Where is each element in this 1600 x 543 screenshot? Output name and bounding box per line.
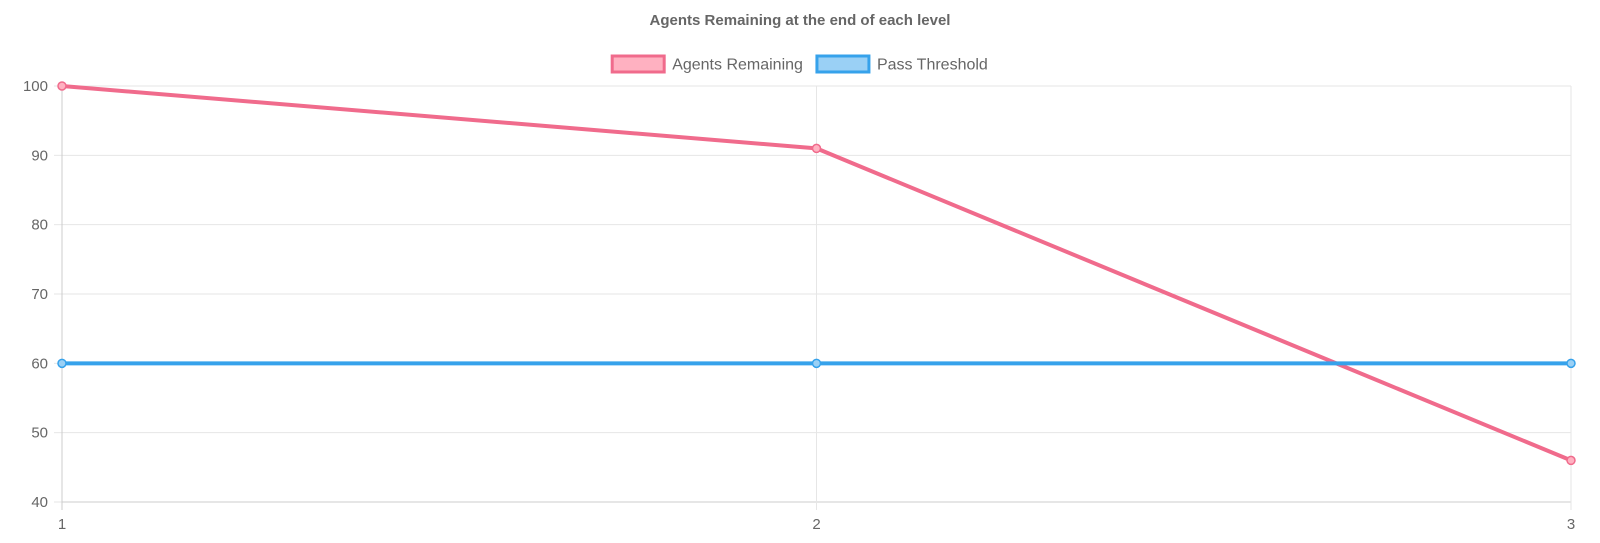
legend-item[interactable]: Agents Remaining [610, 54, 803, 74]
y-tick-label: 40 [31, 494, 48, 511]
data-point [57, 358, 67, 369]
x-tick-label: 1 [58, 516, 66, 533]
legend-swatch [610, 54, 666, 74]
legend-label: Pass Threshold [877, 57, 988, 74]
y-tick-label: 60 [31, 355, 48, 372]
data-point [57, 81, 67, 91]
y-tick-label: 90 [31, 147, 48, 164]
y-tick-label: 100 [23, 78, 48, 95]
data-point [1566, 358, 1576, 369]
data-point [1566, 455, 1576, 466]
y-tick-label: 70 [31, 286, 48, 303]
legend[interactable]: Agents Remaining Pass Threshold [610, 54, 988, 74]
x-axis: 1 2 3 [58, 516, 1575, 533]
data-point [811, 358, 822, 369]
y-tick-label: 50 [31, 425, 48, 442]
legend-label: Agents Remaining [672, 57, 803, 74]
legend-swatch [815, 54, 871, 74]
x-tick-label: 3 [1567, 516, 1575, 533]
y-tick-label: 80 [31, 217, 48, 234]
series-group [57, 81, 1576, 466]
x-tick-label: 2 [812, 516, 820, 533]
chart-title: Agents Remaining at the end of each leve… [650, 12, 951, 29]
legend-item[interactable]: Pass Threshold [815, 54, 988, 74]
y-axis: 40 50 60 70 80 90 100 [23, 78, 48, 511]
data-point [811, 143, 822, 154]
